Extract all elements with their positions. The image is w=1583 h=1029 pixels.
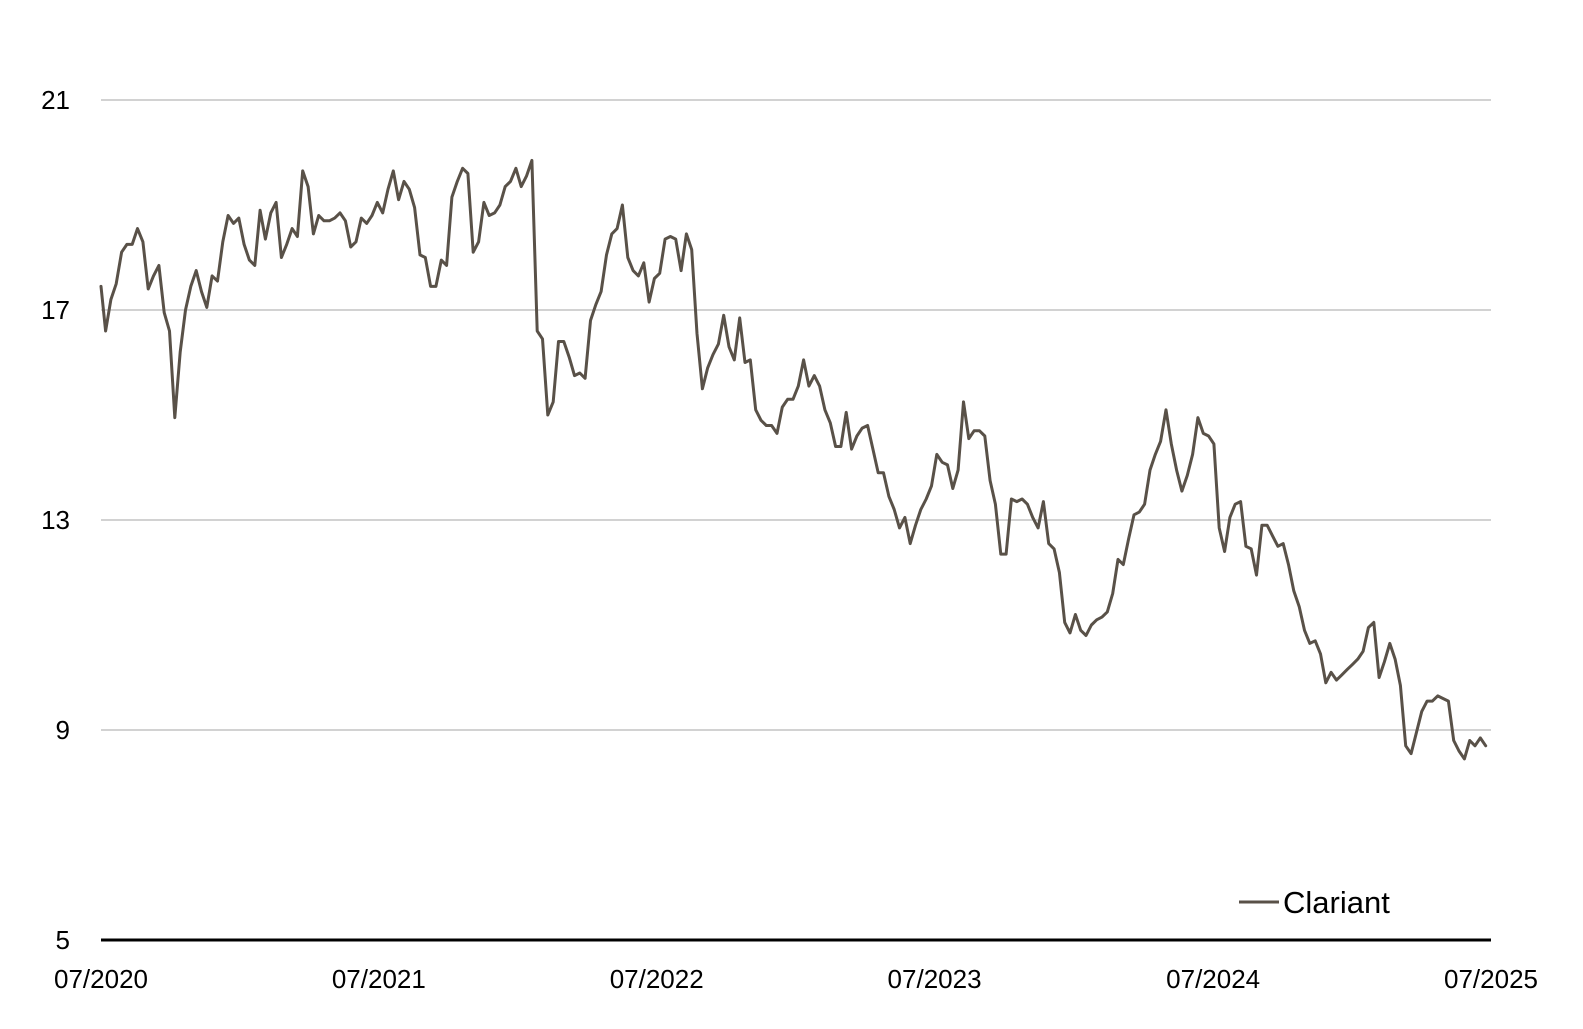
- x-tick-label: 07/2020: [54, 964, 148, 994]
- y-tick-label: 9: [56, 715, 70, 745]
- series-line-clariant: [99, 158, 1488, 761]
- x-tick-label: 07/2021: [332, 964, 426, 994]
- y-tick-label: 13: [41, 505, 70, 535]
- x-tick-label: 07/2022: [610, 964, 704, 994]
- x-axis-ticks: 07/2020 07/2021 07/2022 07/2023 07/2024 07/20…: [54, 964, 1538, 994]
- legend-label-clariant: Clariant: [1283, 885, 1390, 920]
- legend: Clariant: [1239, 885, 1390, 920]
- series-lines: [99, 158, 1488, 761]
- y-tick-label: 21: [41, 85, 70, 115]
- y-tick-label: 5: [56, 925, 70, 955]
- x-tick-label: 07/2023: [888, 964, 982, 994]
- y-tick-label: 17: [41, 295, 70, 325]
- y-axis-ticks: 5 9 13 17 21: [41, 85, 70, 955]
- x-tick-label: 07/2024: [1166, 964, 1260, 994]
- x-tick-label: 07/2025: [1444, 964, 1538, 994]
- gridlines: [101, 99, 1491, 731]
